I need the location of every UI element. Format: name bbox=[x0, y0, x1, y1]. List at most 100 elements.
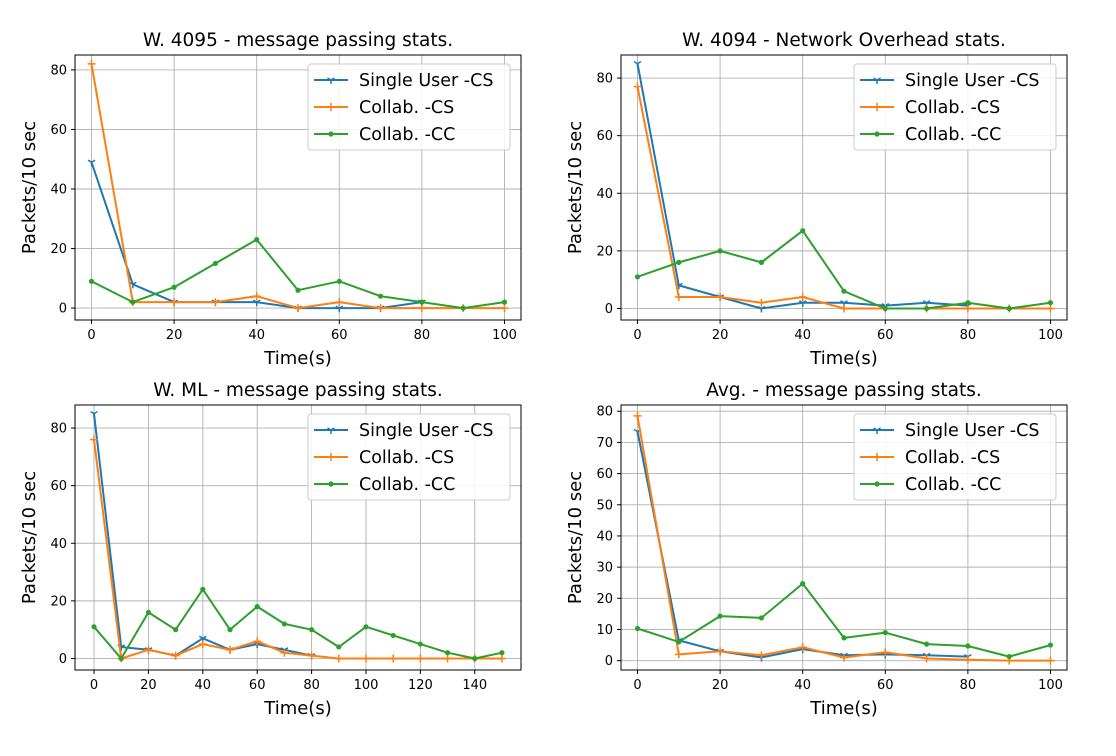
data-point bbox=[390, 632, 396, 639]
data-point bbox=[198, 640, 207, 649]
x-tick-label: 20 bbox=[712, 678, 729, 693]
data-point bbox=[1046, 304, 1055, 313]
y-tick-label: 0 bbox=[59, 652, 67, 667]
data-point bbox=[335, 305, 344, 313]
legend-box bbox=[853, 413, 1057, 501]
y-tick-label: 60 bbox=[50, 479, 67, 494]
x-tick-label: 100 bbox=[354, 678, 379, 693]
legend-label: Collab. -CS bbox=[359, 448, 454, 468]
data-point bbox=[118, 655, 124, 662]
data-point bbox=[798, 300, 807, 307]
data-point bbox=[419, 299, 425, 305]
data-point bbox=[200, 586, 206, 592]
data-point bbox=[377, 293, 384, 299]
x-axis-label: Time(s) bbox=[263, 698, 331, 719]
data-point bbox=[90, 410, 98, 418]
y-tick-label: 50 bbox=[596, 498, 613, 513]
data-point bbox=[336, 644, 342, 650]
x-tick-label: 0 bbox=[87, 328, 95, 343]
data-point bbox=[757, 305, 766, 313]
data-point bbox=[171, 284, 177, 290]
data-point bbox=[444, 650, 451, 656]
data-point bbox=[416, 654, 425, 663]
data-point bbox=[171, 651, 180, 660]
y-axis-label: Packets/10 sec bbox=[19, 471, 40, 604]
data-point bbox=[280, 648, 289, 657]
data-point bbox=[882, 629, 888, 636]
x-tick-label: 60 bbox=[249, 678, 266, 693]
x-tick-label: 60 bbox=[331, 328, 348, 343]
plot-frame bbox=[74, 404, 522, 671]
y-tick-label: 40 bbox=[596, 187, 613, 202]
legend-label: Single User -CS bbox=[359, 71, 493, 91]
legend-label: Collab. -CC bbox=[905, 125, 1001, 145]
legend: Single User -CS Collab. -CS Collab. -CC bbox=[853, 413, 1057, 501]
series-line-3 bbox=[93, 588, 503, 660]
data-point bbox=[798, 643, 807, 652]
data-point bbox=[363, 624, 369, 630]
y-tick-label: 40 bbox=[596, 529, 613, 544]
data-point bbox=[252, 299, 261, 307]
y-tick-label: 40 bbox=[50, 537, 67, 552]
y-tick-label: 30 bbox=[596, 561, 613, 576]
data-point bbox=[499, 650, 505, 656]
data-point bbox=[87, 159, 96, 167]
legend-box bbox=[853, 63, 1057, 151]
data-point bbox=[1046, 656, 1055, 665]
data-point bbox=[1047, 642, 1054, 648]
data-point bbox=[91, 624, 97, 630]
data-point bbox=[211, 298, 220, 307]
y-tick-label: 10 bbox=[596, 623, 613, 638]
data-point bbox=[965, 643, 971, 649]
x-tick-label: 40 bbox=[794, 328, 811, 343]
x-tick-label: 20 bbox=[140, 678, 157, 693]
data-point bbox=[254, 604, 260, 610]
x-tick-label: 100 bbox=[1038, 328, 1063, 343]
subplot-1: 0 20 40 60 80 100 0 20 40 60 80 W. 4095 - message p… bbox=[19, 30, 522, 369]
data-point bbox=[634, 274, 641, 280]
x-tick-label: 0 bbox=[633, 678, 641, 693]
data-point bbox=[922, 654, 931, 663]
data-point bbox=[800, 581, 806, 587]
plot-frame bbox=[74, 54, 522, 321]
x-axis-label: Time(s) bbox=[263, 348, 331, 369]
x-tick-label: 80 bbox=[960, 328, 977, 343]
y-tick-label: 20 bbox=[50, 242, 67, 257]
data-point bbox=[281, 621, 288, 627]
legend-marker bbox=[327, 103, 335, 111]
y-tick-label: 40 bbox=[50, 182, 67, 197]
series-line-2 bbox=[93, 439, 502, 660]
legend: Single User -CS Collab. -CS Collab. -CC bbox=[853, 63, 1057, 151]
y-axis-label: Packets/10 sec bbox=[19, 121, 40, 254]
data-point bbox=[633, 411, 642, 420]
data-point bbox=[389, 654, 398, 663]
x-tick-label: 80 bbox=[303, 678, 320, 693]
legend-label: Collab. -CS bbox=[905, 98, 1000, 118]
data-point bbox=[376, 304, 385, 313]
legend-label: Single User -CS bbox=[359, 421, 493, 441]
y-tick-label: 20 bbox=[596, 592, 613, 607]
data-point bbox=[800, 228, 806, 234]
y-tick-label: 80 bbox=[596, 72, 613, 87]
x-tick-label: 80 bbox=[960, 678, 977, 693]
data-point bbox=[717, 613, 723, 619]
x-tick-label: 0 bbox=[90, 678, 98, 693]
legend: Single User -CS Collab. -CS Collab. -CC bbox=[307, 63, 511, 151]
chart-title: W. 4095 - message passing stats. bbox=[143, 30, 453, 51]
legend-marker bbox=[328, 131, 334, 137]
legend-label: Collab. -CC bbox=[905, 475, 1001, 495]
series-line-3 bbox=[91, 238, 505, 310]
legend: Single User -CS Collab. -CS Collab. -CC bbox=[307, 413, 511, 501]
data-point bbox=[90, 435, 99, 444]
data-point bbox=[294, 304, 302, 313]
data-point bbox=[923, 305, 930, 312]
data-point bbox=[963, 655, 972, 664]
data-point bbox=[841, 288, 847, 294]
y-tick-label: 0 bbox=[59, 302, 67, 317]
x-tick-label: 0 bbox=[633, 328, 641, 343]
legend-marker bbox=[873, 103, 881, 111]
y-tick-label: 0 bbox=[605, 302, 613, 317]
y-tick-label: 80 bbox=[596, 405, 613, 420]
data-point bbox=[1006, 653, 1012, 660]
